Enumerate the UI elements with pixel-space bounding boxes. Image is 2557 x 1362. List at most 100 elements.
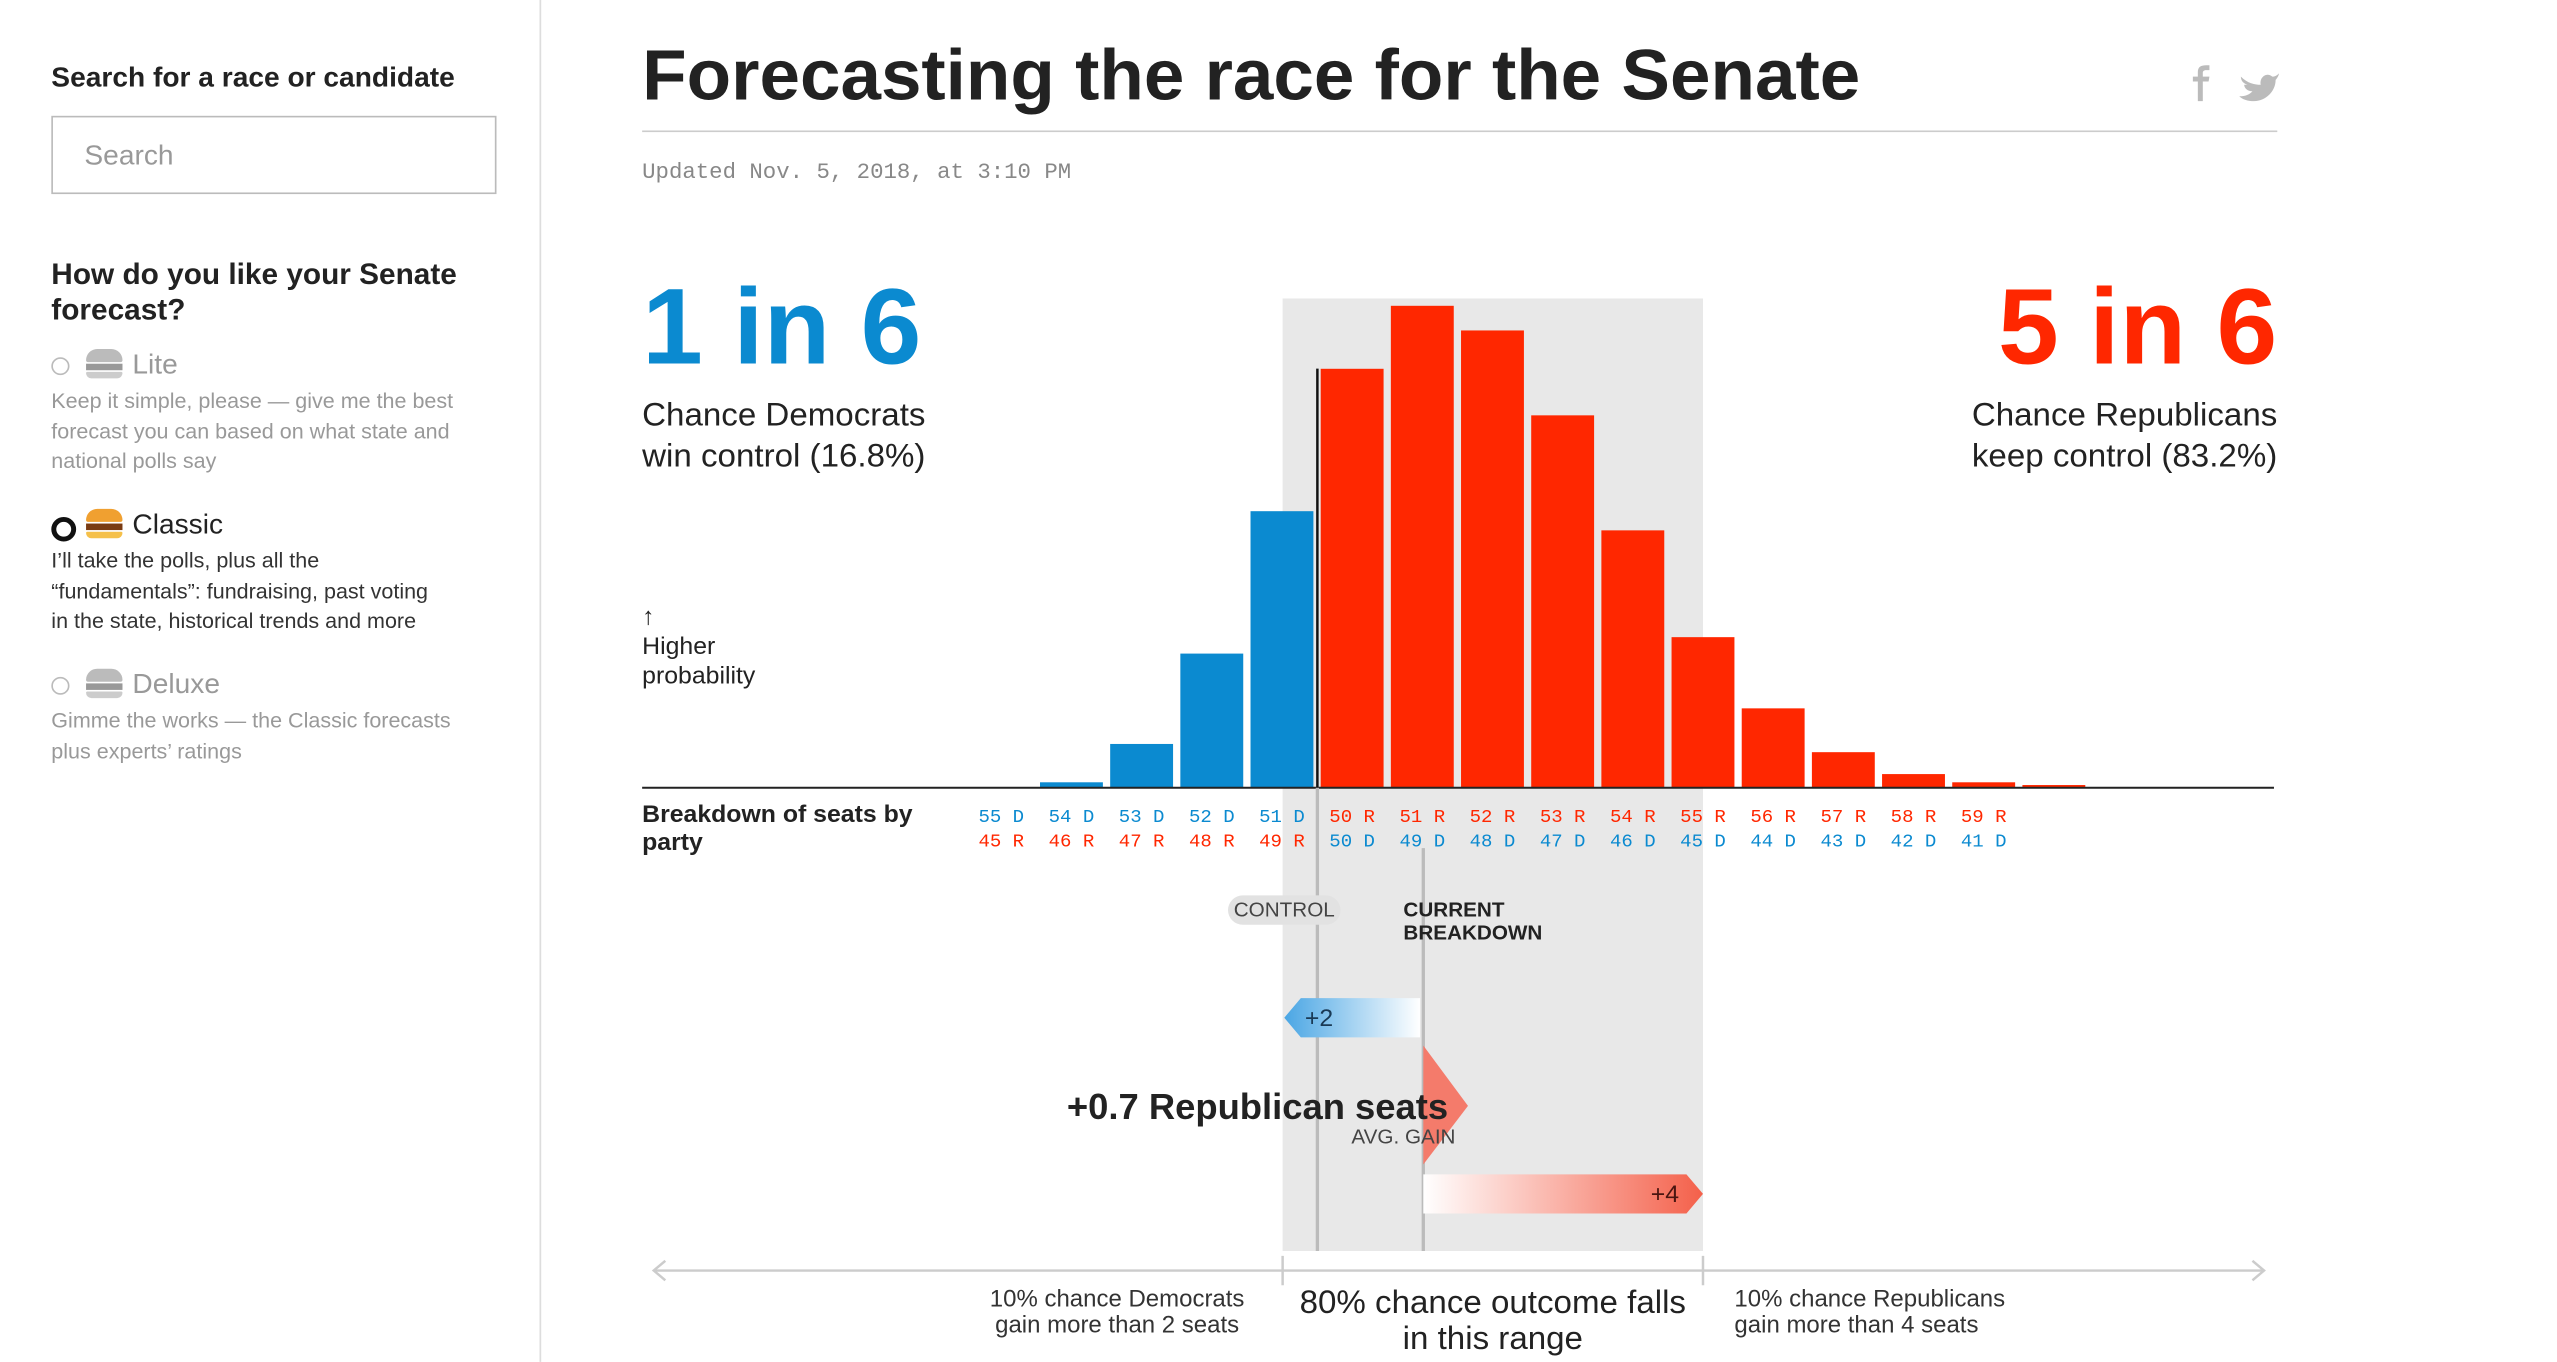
rep-range-arrow (1423, 1174, 1703, 1214)
sidebar: Search for a race or candidate Search Ho… (0, 0, 542, 1362)
x-tick-label: 55 R (1680, 806, 1726, 828)
y-label-line: Higher (642, 632, 716, 661)
x-tick-label-bottom: 49 D (1399, 831, 1445, 853)
radio (51, 517, 77, 542)
bun (86, 349, 123, 363)
x-tick-label-bottom: 46 R (1049, 831, 1095, 853)
bar (1180, 653, 1244, 788)
avg-gain-label: AVG. GAIN (1351, 1125, 1455, 1148)
title-rule (642, 130, 2278, 133)
avg-gain: +0.7 Republican seats (1067, 1086, 1448, 1127)
x-tick-label: 57 R (1821, 806, 1867, 828)
x-tick-label: 51 D (1259, 806, 1305, 828)
bar (1531, 415, 1595, 788)
option-name: Deluxe (132, 668, 220, 700)
forecast-heading: How do you like your Senate forecast? (51, 257, 457, 327)
radio (51, 357, 70, 376)
x-tick-label: 55 D (978, 806, 1024, 828)
x-tick-label-bottom: 43 D (1821, 831, 1867, 853)
description-line: in the state, historical trends and more (51, 608, 417, 633)
arrowhead (651, 1259, 667, 1282)
bun (86, 668, 123, 682)
x-tick-label: 53 R (1540, 806, 1586, 828)
burger-icon (86, 508, 123, 539)
x-tick-label-bottom: 49 R (1259, 831, 1305, 853)
right-note: 10% chance Republicans (1734, 1286, 2005, 1313)
dem-range-label: +2 (1305, 1005, 1333, 1032)
option-description: Gimme the works — the Classic forecasts p… (51, 706, 450, 766)
y-label-line: probability (642, 662, 756, 690)
search-input[interactable]: Search (51, 115, 497, 195)
x-tick-label-bottom: 46 D (1610, 831, 1656, 853)
search-placeholder: Search (84, 140, 174, 172)
x-tick-label: 58 R (1891, 806, 1937, 828)
bar (1741, 708, 1805, 788)
left-note: 10% chance Democrats (990, 1286, 1245, 1313)
rep-text-line: keep control (83.2%) (1971, 438, 2278, 475)
dem-text: Chance Democrats win control (16.8%) (642, 396, 925, 478)
bar (1671, 637, 1735, 788)
bar (1390, 305, 1454, 788)
description-line: plus experts’ ratings (51, 738, 242, 763)
dem-odds: 1 in 6 (642, 265, 922, 387)
bar (1811, 752, 1875, 788)
description-line: Keep it simple, please — give me the bes… (51, 388, 454, 413)
x-tick-label-bottom: 45 D (1680, 831, 1726, 853)
x-tick-label: 56 R (1750, 806, 1796, 828)
x-tick-label: 50 R (1329, 806, 1375, 828)
burger-icon (86, 349, 123, 379)
description-line: I’ll take the polls, plus all the (51, 548, 320, 573)
bar (1461, 330, 1524, 788)
current-label: CURRENT (1403, 899, 1504, 922)
x-label-line: party (642, 828, 703, 857)
x-tick-label: 54 D (1049, 806, 1095, 828)
center-note: 80% chance outcome falls (1300, 1283, 1686, 1320)
dem-text-line: win control (16.8%) (642, 438, 926, 475)
twitter-icon[interactable] (2239, 73, 2279, 102)
patty (86, 363, 123, 371)
bar (1952, 782, 2016, 788)
x-tick-label-bottom: 47 D (1540, 831, 1586, 853)
bar (1110, 743, 1174, 788)
center-note: in this range (1403, 1319, 1583, 1356)
avg-gain-arrow (1423, 1045, 1468, 1165)
option-name: Lite (132, 349, 178, 381)
x-tick-label: 52 R (1470, 806, 1516, 828)
patty (86, 683, 123, 690)
left-note: gain more than 2 seats (995, 1312, 1239, 1339)
x-tick-label-bottom: 48 R (1189, 831, 1235, 853)
y-label-line: ↑ (642, 603, 655, 632)
x-label-line: Breakdown of seats by (642, 800, 913, 829)
facebook-icon[interactable] (2192, 65, 2210, 102)
x-tick-label-bottom: 50 D (1329, 831, 1375, 853)
bun (86, 691, 123, 699)
page-title: Forecasting the race for the Senate (642, 35, 1861, 116)
rep-text-line: Chance Republicans (1971, 397, 2278, 434)
description-line: forecast you can based on what state and (51, 418, 450, 443)
rep-odds: 5 in 6 (1997, 265, 2278, 387)
patty (86, 523, 123, 531)
bar (1320, 368, 1384, 788)
x-tick-label: 53 D (1119, 806, 1165, 828)
x-tick-label: 51 R (1399, 806, 1445, 828)
bar (2022, 785, 2086, 788)
bun (86, 531, 123, 539)
x-tick-label-bottom: 47 R (1119, 831, 1165, 853)
bar (1250, 511, 1314, 788)
option-description: Keep it simple, please — give me the bes… (51, 387, 453, 478)
bar (1040, 782, 1103, 788)
description-line: Gimme the works — the Classic forecasts (51, 707, 451, 733)
x-tick-label-bottom: 44 D (1750, 831, 1796, 853)
x-tick-label-bottom: 41 D (1961, 831, 2007, 853)
right-note: gain more than 4 seats (1734, 1312, 1978, 1339)
radio (51, 676, 70, 695)
social-icons (2192, 65, 2279, 102)
x-tick-label-bottom: 42 D (1891, 831, 1937, 853)
rep-text: Chance Republicans keep control (83.2%) (1655, 396, 2277, 478)
control-label: CONTROL (1234, 899, 1335, 922)
control-pill (1228, 895, 1341, 925)
current-label: BREAKDOWN (1403, 922, 1542, 945)
rep-range-label: +4 (1651, 1181, 1679, 1208)
